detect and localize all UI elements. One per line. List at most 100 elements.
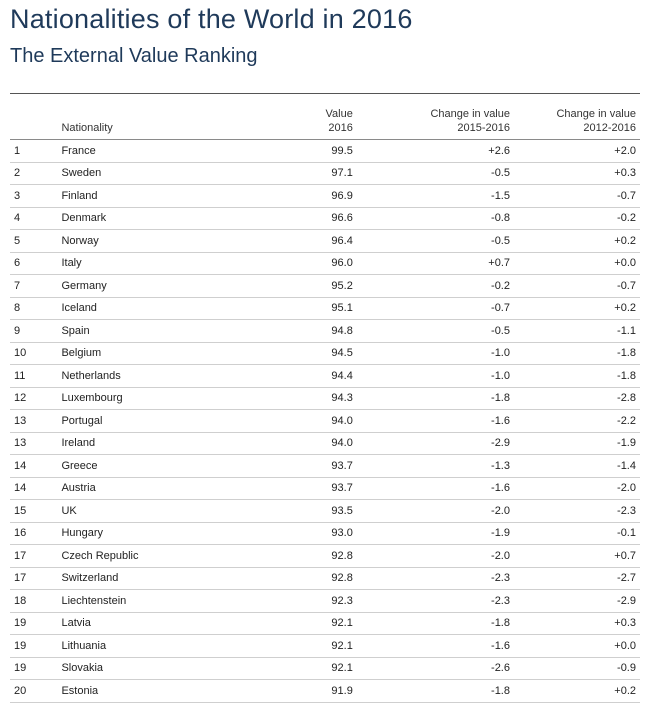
value-cell: 97.1 [287,162,357,185]
value-cell: 96.4 [287,229,357,253]
table-row: 16 Hungary 93.0 -1.9 -0.1 [10,522,640,545]
nationality-cell: Finland [51,184,288,208]
table-row: 1 France 99.5 +2.6 +2.0 [10,139,640,163]
nationality-cell: Austria [51,477,288,500]
change-2012-2016-cell: +0.0 [514,634,640,658]
nationality-cell: Portugal [51,409,288,433]
table-row: 20 Estonia 91.9 -1.8 +0.2 [10,679,640,703]
nationality-cell: Ireland [51,432,288,455]
ranking-table: Nationality Value 2016 Change in value 201… [10,93,640,703]
nationality-cell: Hungary [51,522,288,545]
change-2015-2016-cell: -2.6 [356,657,514,680]
change-2015-2016-cell: -0.2 [356,274,514,298]
value-cell: 92.1 [287,657,357,680]
change-2012-2016-cell: -0.9 [514,657,640,680]
rank-cell: 19 [10,657,52,680]
nationality-cell: Germany [51,274,288,298]
nationality-cell: Iceland [51,297,288,320]
change-2015-2016-cell: -0.5 [356,229,514,253]
change-2012-2016-cell: +0.2 [514,297,640,320]
change-2012-2016-cell: +0.0 [514,252,640,275]
nationality-cell: Lithuania [51,634,288,658]
value-cell: 94.5 [287,342,357,365]
change-2015-2016-cell: -2.3 [356,567,514,590]
table-row: 5 Norway 96.4 -0.5 +0.2 [10,229,640,253]
rank-cell: 4 [10,207,52,230]
change-2015-2016-cell: -0.8 [356,207,514,230]
change-2015-2016-cell: -2.9 [356,432,514,455]
nationality-cell: France [51,139,288,163]
value-cell: 93.7 [287,454,357,478]
nationality-cell: Spain [51,319,288,343]
change-2015-2016-cell: +0.7 [356,252,514,275]
table-row: 19 Latvia 92.1 -1.8 +0.3 [10,612,640,635]
table-row: 13 Portugal 94.0 -1.6 -2.2 [10,409,640,433]
change-2012-2016-cell: -0.7 [514,274,640,298]
rank-cell: 17 [10,544,52,568]
value-cell: 95.2 [287,274,357,298]
rank-cell: 1 [10,139,52,163]
rank-cell: 20 [10,679,52,703]
rank-cell: 19 [10,634,52,658]
table-row: 12 Luxembourg 94.3 -1.8 -2.8 [10,387,640,410]
change-2012-2016-cell: +0.7 [514,544,640,568]
table-row: 17 Czech Republic 92.8 -2.0 +0.7 [10,544,640,568]
rank-cell: 18 [10,589,52,613]
change-2012-2016-cell: -1.8 [514,364,640,388]
change-2012-2016-cell: -2.9 [514,589,640,613]
table-row: 19 Slovakia 92.1 -2.6 -0.9 [10,657,640,680]
nationality-cell: Italy [51,252,288,275]
change-2012-2016-cell: +0.3 [514,612,640,635]
rank-cell: 5 [10,229,52,253]
rank-cell: 6 [10,252,52,275]
value-cell: 96.0 [287,252,357,275]
value-cell: 94.0 [287,432,357,455]
change-2012-2016-cell: +2.0 [514,139,640,163]
nationality-cell: Switzerland [51,567,288,590]
table-header-row: Nationality Value 2016 Change in value 201… [10,93,640,140]
value-cell: 92.8 [287,544,357,568]
value-cell: 94.0 [287,409,357,433]
value-cell: 92.1 [287,612,357,635]
table-body: 1 France 99.5 +2.6 +2.0 2 Sweden 97.1 -0.5 +0.3 3 F… [10,139,640,703]
change-2012-2016-cell: -2.2 [514,409,640,433]
change-2012-2016-cell: -2.3 [514,499,640,523]
table-row: 11 Netherlands 94.4 -1.0 -1.8 [10,364,640,388]
table-row: 6 Italy 96.0 +0.7 +0.0 [10,252,640,275]
change-2015-2016-cell: -1.6 [356,409,514,433]
table-row: 18 Liechtenstein 92.3 -2.3 -2.9 [10,589,640,613]
value-cell: 93.0 [287,522,357,545]
value-cell: 93.5 [287,499,357,523]
change-2012-2016-cell: -1.1 [514,319,640,343]
change-2012-2016-cell: -0.1 [514,522,640,545]
change-2012-2016-cell: +0.3 [514,162,640,185]
change-2012-2016-cell: +0.2 [514,679,640,703]
value-cell: 92.3 [287,589,357,613]
table-row: 9 Spain 94.8 -0.5 -1.1 [10,319,640,343]
change-2015-2016-cell: -1.0 [356,364,514,388]
value-cell: 94.3 [287,387,357,410]
value-cell: 91.9 [287,679,357,703]
value-cell: 92.8 [287,567,357,590]
nationality-cell: Latvia [51,612,288,635]
nationality-cell: Luxembourg [51,387,288,410]
change-2015-2016-cell: -2.0 [356,544,514,568]
change-2015-2016-cell: -1.8 [356,679,514,703]
nationality-column-header: Nationality [51,93,288,140]
rank-cell: 15 [10,499,52,523]
change-2015-2016-cell: -1.0 [356,342,514,365]
table-row: 4 Denmark 96.6 -0.8 -0.2 [10,207,640,230]
change-2012-2016-cell: -1.9 [514,432,640,455]
change-2015-2016-cell: -1.6 [356,477,514,500]
page-subtitle: The External Value Ranking [10,45,258,67]
rank-column-header [10,93,52,140]
change-2012-2016-cell: +0.2 [514,229,640,253]
change-2012-2016-cell: -2.0 [514,477,640,500]
value-column-header: Value 2016 [287,93,357,140]
value-cell: 92.1 [287,634,357,658]
change-2015-2016-cell: -0.5 [356,162,514,185]
page-title: Nationalities of the World in 2016 [10,4,413,34]
table-row: 2 Sweden 97.1 -0.5 +0.3 [10,162,640,185]
table-row: 3 Finland 96.9 -1.5 -0.7 [10,184,640,208]
change-2015-2016-cell: -1.8 [356,387,514,410]
